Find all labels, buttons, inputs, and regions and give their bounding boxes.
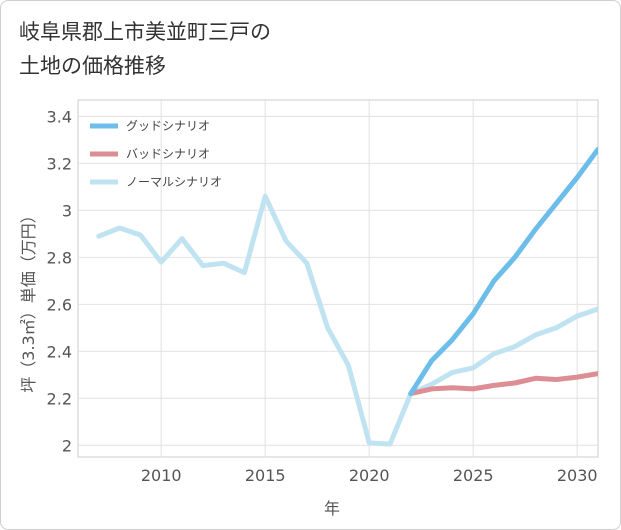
title-line-1: 岐阜県郡上市美並町三戸の [19,20,271,44]
chart-title: 岐阜県郡上市美並町三戸の 土地の価格推移 [19,15,579,83]
grid [77,99,599,458]
x-tick-label: 2010 [141,466,182,485]
x-tick-label: 2030 [557,466,598,485]
x-tick-label: 2025 [453,466,494,485]
series-line-2 [96,193,598,447]
y-tick-label: 2.6 [47,295,72,314]
series-line-1 [408,371,598,397]
tick-labels: 2 2.2 2.4 2.6 2.8 3 3.2 3.4 2010 2015 2020 2025 2030 [47,107,598,485]
legend-label: グッドシナリオ [126,119,210,133]
x-axis-title: 年 [324,499,340,518]
y-axis-title: 坪（3.3㎡）単価（万円） [19,207,38,392]
y-tick-label: 2 [62,436,72,455]
y-tick-label: 2.2 [47,389,72,408]
series-line-0 [408,146,598,397]
x-tick-label: 2015 [245,466,286,485]
y-tick-label: 2.4 [47,342,72,361]
plot-frame [77,99,599,458]
series-lines [96,146,598,447]
legend-label: バッドシナリオ [126,147,210,161]
y-tick-label: 3.2 [47,154,72,173]
y-tick-label: 3.4 [47,107,72,126]
title-line-2: 土地の価格推移 [19,54,166,78]
x-tick-label: 2020 [349,466,390,485]
y-tick-label: 2.8 [47,248,72,267]
legend-label: ノーマルシナリオ [126,175,222,189]
y-tick-label: 3 [62,201,72,220]
